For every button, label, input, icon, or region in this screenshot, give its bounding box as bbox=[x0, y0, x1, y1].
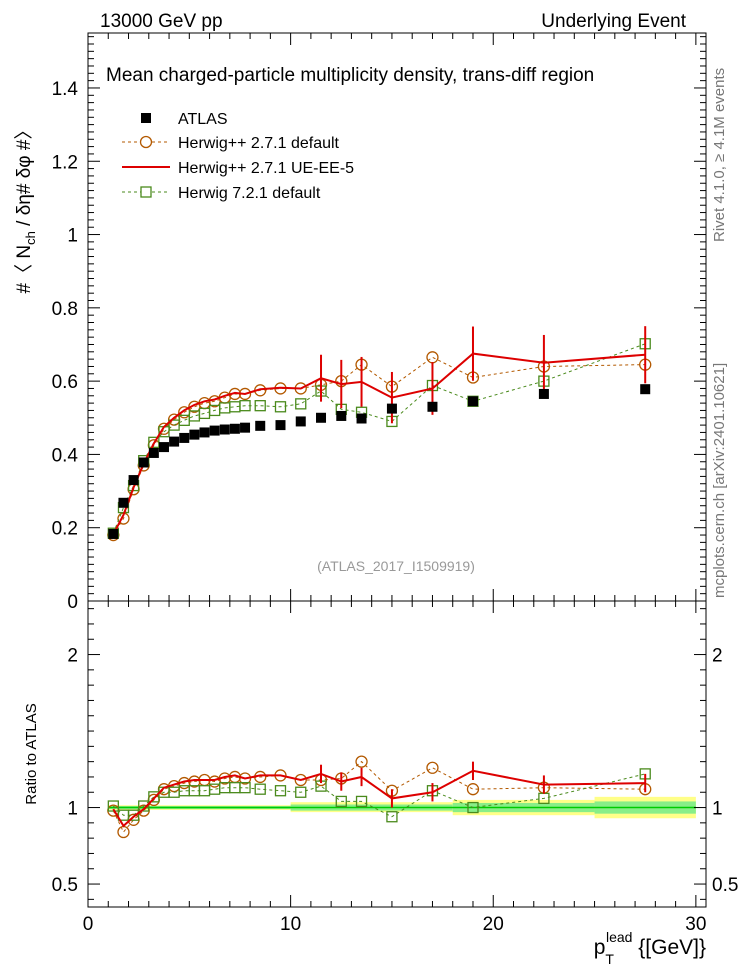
atlas-data-point-main bbox=[148, 447, 159, 458]
atlas-data-point-main bbox=[255, 420, 266, 431]
y-tick-label-main: 1 bbox=[67, 226, 78, 247]
herwig7-default-marker-main bbox=[254, 400, 266, 412]
atlas-data-point-main bbox=[108, 528, 119, 539]
y-tick-label-main: 0.4 bbox=[52, 445, 79, 466]
y-tick-label-main: 1.2 bbox=[52, 152, 78, 173]
rivet-label: Rivet 4.1.0, ≥ 4.1M events bbox=[711, 68, 728, 242]
atlas-data-point-main bbox=[179, 432, 190, 443]
herwigpp-default-line-main bbox=[112, 356, 646, 536]
herwig7-default-marker-ratio bbox=[386, 811, 398, 823]
atlas-data-point-main bbox=[427, 401, 438, 412]
y-tick-label-main: 0.2 bbox=[52, 519, 78, 540]
herwig7-default-marker-main bbox=[239, 400, 251, 412]
y-tick-label-main: 0.6 bbox=[52, 372, 78, 393]
atlas-data-point-main bbox=[138, 457, 149, 468]
axis-tick-labels: 0 10 20 30 0 0.2 0.4 0.6 0.8 1 1.2 1.4 0.5 0.5 1 1 2 2 bbox=[52, 79, 739, 935]
x-tick-label: 0 bbox=[83, 914, 94, 935]
ratio-uncertainty-band bbox=[108, 796, 696, 819]
main-series bbox=[107, 326, 652, 542]
herwig7-default-marker-ratio bbox=[467, 801, 479, 814]
herwig7-default-marker-main bbox=[295, 398, 307, 410]
atlas-data-point-main bbox=[169, 436, 180, 447]
analysis-watermark: (ATLAS_2017_I1509919) bbox=[317, 558, 475, 574]
herwigpp-default-marker-ratio bbox=[117, 825, 130, 839]
y-tick-label-ratio: 0.5 bbox=[52, 875, 78, 896]
atlas-data-point-main bbox=[538, 388, 549, 399]
atlas-data-point-main bbox=[219, 424, 230, 435]
legend-marker-atlas bbox=[141, 113, 151, 123]
herwig7-default-marker-ratio bbox=[254, 783, 266, 795]
atlas-data-point-main bbox=[467, 396, 478, 407]
event-type-label: Underlying Event bbox=[541, 11, 686, 32]
y-tick-label-ratio-right: 2 bbox=[712, 646, 723, 667]
y-tick-label-ratio-right: 1 bbox=[712, 799, 723, 820]
x-tick-label: 30 bbox=[685, 914, 706, 935]
legend-label: Herwig++ 2.7.1 default bbox=[178, 135, 340, 152]
y-tick-label-ratio-right: 0.5 bbox=[712, 875, 738, 896]
y-tick-label-ratio: 1 bbox=[67, 799, 78, 820]
herwig7-default-marker-ratio bbox=[335, 795, 347, 808]
atlas-data-point-main bbox=[209, 425, 220, 436]
herwig7-default-marker-main bbox=[198, 407, 211, 420]
y-axis-title-main: #〈 Nch / δη# δφ #〉 bbox=[13, 121, 38, 294]
y-axis-title-ratio: Ratio to ATLAS bbox=[23, 703, 40, 804]
herwigpp-default-marker-ratio bbox=[466, 783, 480, 796]
legend-label: Herwig 7.2.1 default bbox=[178, 185, 321, 202]
herwig7-default-marker-ratio bbox=[355, 795, 368, 808]
atlas-data-point-main bbox=[240, 422, 251, 433]
y-tick-label-main: 0.8 bbox=[52, 299, 78, 320]
legend-label: Herwig++ 2.7.1 UE-EE-5 bbox=[178, 160, 354, 177]
energy-label: 13000 GeV pp bbox=[100, 11, 223, 32]
herwigpp-default-marker-ratio bbox=[355, 755, 368, 768]
atlas-data-point-main bbox=[128, 475, 139, 486]
herwig7-default-marker-ratio bbox=[295, 786, 307, 798]
atlas-data-point-main bbox=[640, 384, 651, 395]
herwig7-default-marker-ratio bbox=[127, 809, 140, 821]
atlas-data-point-main bbox=[336, 410, 347, 421]
herwigpp-default-marker-ratio bbox=[426, 761, 439, 774]
atlas-data-point-main bbox=[229, 423, 240, 434]
herwig7-default-marker-ratio bbox=[274, 785, 287, 797]
herwig7-default-marker-main bbox=[274, 401, 287, 413]
legend-marker-herwigpp-default bbox=[139, 135, 153, 149]
mcplots-label: mcplots.cern.ch [arXiv:2401.10621] bbox=[711, 363, 728, 598]
ue-ee5-line-main bbox=[112, 352, 646, 535]
y-tick-label-main: 0 bbox=[67, 592, 78, 613]
x-tick-label: 20 bbox=[483, 914, 504, 935]
ratio-series bbox=[107, 755, 652, 839]
atlas-data-point-main bbox=[118, 497, 129, 508]
x-tick-label: 10 bbox=[280, 914, 301, 935]
ratio-panel-frame bbox=[87, 600, 707, 908]
atlas-data-point-main bbox=[356, 413, 367, 424]
herwigpp-default-marker-ratio bbox=[238, 772, 252, 785]
legend: ATLAS Herwig++ 2.7.1 default Herwig++ 2.7.… bbox=[122, 111, 354, 202]
atlas-data-point-main bbox=[158, 442, 169, 453]
atlas-data-point-main bbox=[316, 412, 327, 423]
herwig7-default-line-ratio bbox=[112, 773, 646, 818]
atlas-data-point-main bbox=[189, 429, 200, 440]
herwigpp-default-marker-ratio bbox=[294, 773, 307, 787]
atlas-data-point-main bbox=[199, 427, 210, 438]
legend-label: ATLAS bbox=[178, 111, 228, 128]
atlas-data-point-main bbox=[295, 416, 306, 427]
plot-title: Mean charged-particle multiplicity densi… bbox=[106, 65, 594, 86]
herwig7-default-marker-ratio bbox=[138, 800, 150, 812]
herwigpp-default-line-ratio bbox=[112, 760, 646, 833]
atlas-data-point-main bbox=[275, 420, 286, 431]
atlas-data-point-main bbox=[386, 403, 397, 414]
herwigpp-default-marker-main bbox=[426, 351, 439, 364]
herwig7-default-marker-main bbox=[148, 436, 160, 448]
axis-ticks bbox=[87, 33, 706, 907]
herwig7-default-marker-ratio bbox=[239, 782, 251, 794]
y-tick-label-ratio: 2 bbox=[67, 646, 78, 667]
legend-marker-herwig7-default bbox=[140, 186, 152, 198]
y-tick-label-main: 1.4 bbox=[52, 79, 79, 100]
